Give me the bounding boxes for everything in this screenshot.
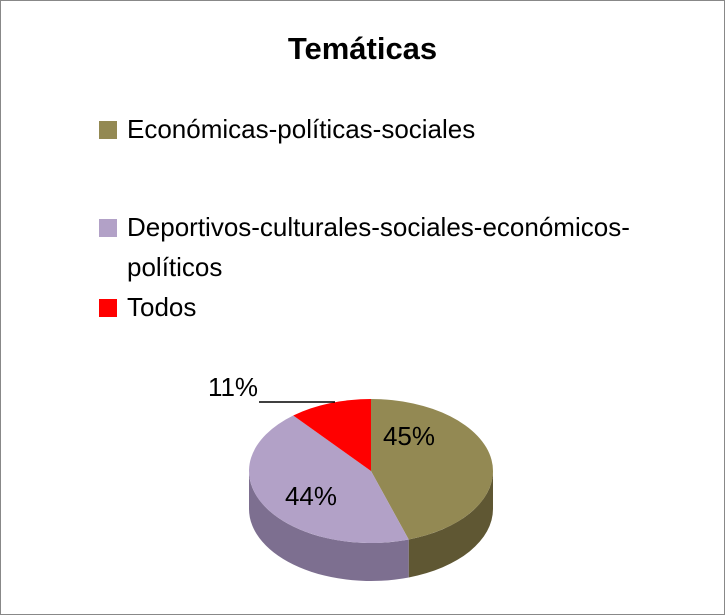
legend-swatch <box>99 121 117 139</box>
legend-label: Económicas-políticas-sociales <box>127 114 476 144</box>
legend-item: Deportivos-culturales-sociales-económico… <box>99 207 659 287</box>
slice-side <box>249 471 409 581</box>
slice <box>248 415 409 543</box>
chart-title: Temáticas <box>287 31 438 66</box>
legend-label: Deportivos-culturales-sociales-económico… <box>127 212 630 282</box>
legend-swatch <box>99 299 117 317</box>
legend-item: Todos <box>99 287 659 327</box>
legend: Económicas-políticas-sociales Deportivos-… <box>99 109 659 327</box>
data-label: 45% <box>383 421 435 451</box>
slice <box>371 398 494 540</box>
legend-label: Todos <box>127 292 197 322</box>
legend-item: Económicas-políticas-sociales <box>99 109 659 149</box>
data-label: 11% <box>208 372 258 402</box>
slice-side <box>408 471 493 578</box>
slice <box>293 399 371 471</box>
data-label: 44% <box>285 481 337 511</box>
legend-swatch <box>99 219 117 237</box>
